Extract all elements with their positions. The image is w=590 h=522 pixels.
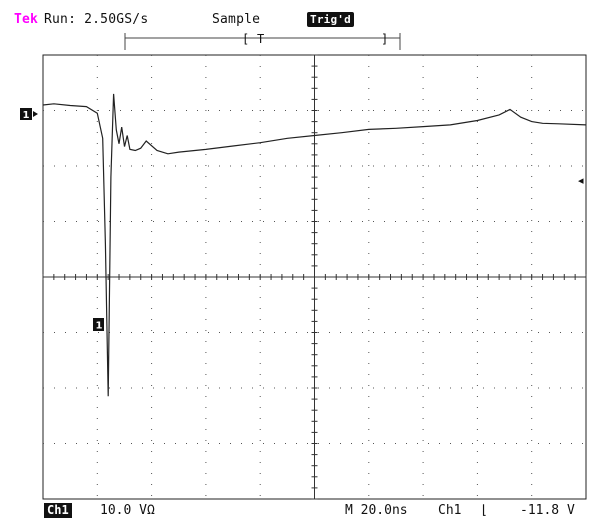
svg-text:1: 1: [23, 110, 30, 121]
graticule-grid: [42, 54, 587, 500]
channel-marker: 1: [20, 108, 38, 121]
svg-text:[: [: [242, 32, 249, 46]
trigger-slope-icon: ⌊: [480, 503, 488, 518]
trigger-status-badge: Trig'd: [307, 12, 354, 27]
timebase-readout: M 20.0ns: [345, 503, 408, 518]
waveform-trace: [42, 93, 587, 397]
trigger-level-arrow: ◂: [578, 174, 584, 187]
brand-label: Tek: [14, 12, 39, 27]
svg-text:]: ]: [381, 32, 388, 46]
cursor-marker: 1: [93, 318, 104, 332]
run-status: Run: 2.50GS/s: [44, 12, 149, 27]
trigger-level-readout: -11.8 V: [520, 503, 575, 518]
trigger-position-bracket: [ ] T: [124, 32, 401, 50]
svg-text:1: 1: [96, 321, 103, 332]
trigger-source: Ch1: [438, 503, 462, 518]
acquisition-mode: Sample: [212, 12, 261, 27]
channel-badge: Ch1: [44, 503, 72, 518]
vertical-scale: 10.0 VΩ: [100, 503, 155, 518]
trigger-marker: T: [257, 32, 264, 46]
